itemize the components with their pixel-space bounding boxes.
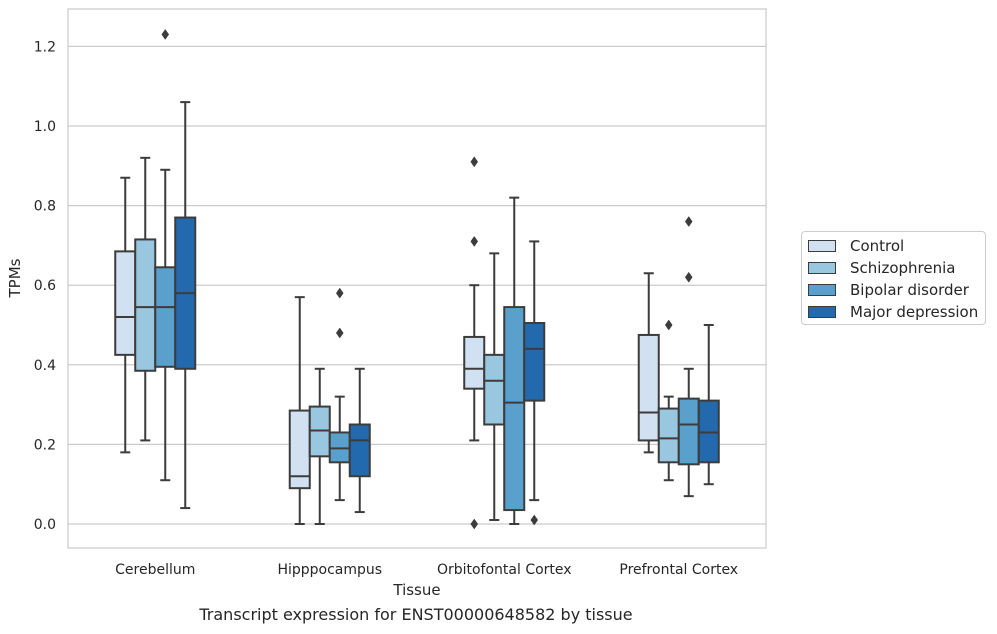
box-1-2 [483, 252, 506, 522]
iqr-box [503, 306, 526, 512]
box-3-3 [697, 324, 720, 486]
y-tick-label: 0.4 [34, 358, 56, 374]
iqr-box [677, 397, 700, 466]
iqr-box [114, 250, 137, 356]
outlier-point [470, 518, 479, 530]
y-tick-label: 0.6 [34, 278, 56, 294]
legend-item-schizophrenia: Schizophrenia [808, 259, 955, 277]
outlier-point [684, 216, 693, 227]
box-2-2 [503, 196, 526, 525]
x-axis-title: Tissue [392, 581, 440, 599]
iqr-box [134, 238, 157, 372]
box-3-0 [174, 101, 197, 510]
box-3-2 [523, 240, 546, 526]
iqr-box [154, 266, 177, 368]
boxes [114, 29, 720, 530]
legend: Control Schizophrenia Bipolar disorder M… [801, 231, 986, 325]
y-axis-title: TPMs [6, 258, 24, 298]
outlier-point [530, 514, 539, 526]
plot-frame [67, 8, 767, 549]
box-0-2 [463, 156, 486, 530]
x-tick-label: Orbitofontal Cortex [437, 562, 572, 578]
outlier-point [664, 319, 673, 331]
box-3-1 [348, 367, 371, 514]
iqr-box [523, 322, 546, 402]
box-2-3 [677, 216, 700, 498]
legend-label-control: Control [850, 237, 905, 255]
box-0-3 [637, 272, 660, 454]
outlier-point [470, 156, 479, 168]
outlier-point [335, 287, 344, 299]
iqr-box [463, 335, 486, 390]
box-0-1 [288, 296, 311, 525]
y-tick-label: 0.8 [34, 199, 56, 215]
y-tick-label: 1.0 [34, 119, 56, 135]
y-tick-label: 0.2 [34, 437, 56, 453]
box-1-3 [657, 319, 680, 482]
legend-item-control: Control [808, 237, 904, 255]
legend-swatch-control [808, 240, 836, 252]
box-1-1 [308, 367, 331, 525]
outlier-point [335, 327, 344, 339]
x-tick-label: Hipppocampus [277, 562, 382, 578]
outlier-point [161, 29, 170, 40]
iqr-box [348, 423, 371, 478]
box-2-0 [154, 29, 177, 482]
legend-swatch-schizophrenia [808, 262, 836, 274]
y-tick-label: 0.0 [34, 517, 56, 533]
x-tick-label: Prefrontal Cortex [619, 562, 738, 578]
x-tick-label: Cerebellum [115, 562, 195, 578]
legend-swatch-major-depression [808, 306, 836, 318]
box-1-0 [134, 156, 157, 442]
iqr-box [483, 353, 506, 426]
outlier-point [684, 271, 693, 283]
iqr-box [657, 407, 680, 464]
legend-label-bipolar-disorder: Bipolar disorder [850, 281, 969, 299]
iqr-box [637, 333, 660, 442]
legend-swatch-bipolar-disorder [808, 284, 836, 296]
box-2-1 [328, 287, 351, 502]
legend-item-major-depression: Major depression [808, 303, 978, 321]
y-tick-label: 1.2 [34, 39, 56, 55]
outlier-point [470, 235, 479, 247]
box-0-0 [114, 176, 137, 454]
y-tick-labels: 0.0 0.2 0.4 0.6 0.8 1.0 1.2 [34, 39, 56, 533]
legend-item-bipolar-disorder: Bipolar disorder [808, 281, 969, 299]
chart-caption: Transcript expression for ENST0000064858… [199, 605, 633, 624]
x-tick-labels: Cerebellum Hipppocampus Orbitofontal Corte… [115, 562, 738, 578]
legend-label-schizophrenia: Schizophrenia [850, 259, 956, 277]
legend-label-major-depression: Major depression [850, 303, 979, 321]
